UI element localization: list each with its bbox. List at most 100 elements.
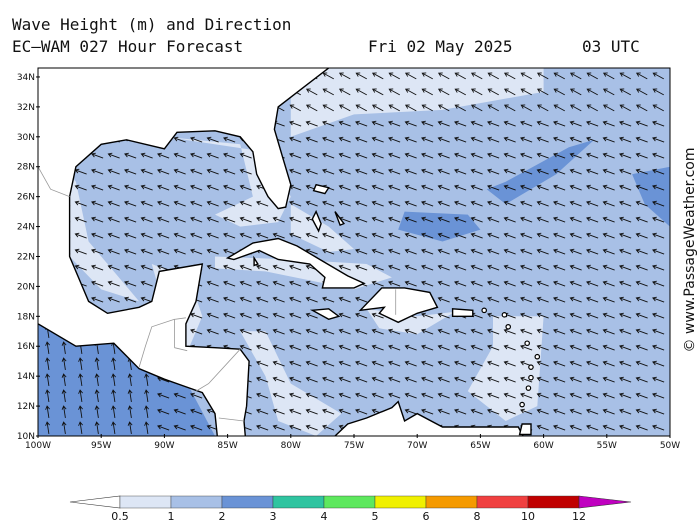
wave-arrow bbox=[619, 88, 631, 96]
wave-arrow bbox=[371, 216, 384, 223]
wave-arrow bbox=[503, 376, 516, 383]
wave-arrow bbox=[388, 344, 401, 351]
wave-arrow bbox=[454, 376, 467, 383]
wave-arrow bbox=[173, 424, 186, 431]
wave-arrow bbox=[437, 408, 450, 415]
wave-arrow bbox=[91, 184, 104, 191]
lat-label: 14N bbox=[17, 372, 35, 382]
wave-arrow bbox=[569, 232, 582, 239]
wave-arrow bbox=[404, 344, 417, 351]
wave-arrow bbox=[78, 421, 84, 435]
wave-arrow bbox=[454, 248, 467, 255]
wave-arrow bbox=[503, 360, 516, 367]
wave-arrow bbox=[355, 392, 368, 399]
wave-arrow bbox=[437, 344, 450, 351]
land bbox=[518, 423, 532, 436]
legend-swatch bbox=[323, 495, 376, 509]
wave-arrow bbox=[635, 344, 648, 351]
lon-label: 50W bbox=[660, 441, 680, 451]
wave-arrow bbox=[470, 72, 483, 80]
wave-arrow bbox=[520, 104, 532, 112]
wave-arrow bbox=[569, 168, 582, 175]
wave-arrow bbox=[602, 136, 615, 143]
wave-arrow bbox=[111, 389, 117, 403]
wave-arrow bbox=[239, 312, 252, 319]
wave-arrow bbox=[157, 168, 170, 175]
wave-arrow bbox=[487, 200, 500, 207]
wave-arrow bbox=[74, 200, 87, 207]
wave-arrow bbox=[256, 232, 269, 239]
wave-arrow bbox=[652, 296, 665, 303]
wave-arrow bbox=[619, 136, 632, 143]
wave-arrow bbox=[206, 280, 219, 287]
wave-arrow bbox=[536, 232, 549, 239]
wave-arrow bbox=[404, 232, 417, 239]
lon-label: 60W bbox=[533, 441, 553, 451]
wave-arrow bbox=[355, 328, 368, 335]
wave-arrow bbox=[536, 216, 549, 223]
wave-arrow bbox=[388, 168, 401, 175]
wave-arrow bbox=[586, 88, 598, 96]
wave-arrow bbox=[487, 280, 500, 287]
wave-arrow bbox=[652, 376, 665, 383]
wave-arrow bbox=[536, 280, 549, 287]
wave-arrow bbox=[127, 421, 133, 435]
wave-arrow bbox=[371, 200, 384, 207]
wave-arrow bbox=[355, 168, 368, 175]
wave-arrow bbox=[454, 264, 467, 271]
island bbox=[528, 374, 534, 381]
date: Fri 02 May 2025 bbox=[368, 37, 513, 56]
wave-arrow bbox=[388, 232, 401, 239]
wave-arrow bbox=[652, 312, 665, 319]
time: 03 UTC bbox=[582, 37, 640, 56]
wave-arrow bbox=[503, 200, 516, 207]
wave-arrow bbox=[635, 264, 648, 271]
wave-arrow bbox=[355, 408, 368, 415]
wave-arrow bbox=[305, 136, 318, 143]
wave-arrow bbox=[437, 168, 450, 175]
wave-arrow bbox=[421, 248, 434, 255]
wave-arrow bbox=[94, 357, 100, 371]
wave-arrow bbox=[586, 248, 599, 255]
wave-arrow bbox=[421, 104, 433, 112]
wave-arrow bbox=[239, 168, 252, 175]
wave-arrow bbox=[322, 344, 335, 351]
wave-arrow bbox=[553, 264, 566, 271]
wave-arrow bbox=[470, 248, 483, 255]
wave-arrow bbox=[652, 152, 665, 159]
wave-arrow bbox=[652, 216, 665, 223]
wave-arrow bbox=[223, 200, 236, 207]
wave-arrow bbox=[404, 280, 417, 287]
wave-arrow bbox=[553, 168, 566, 175]
wave-arrow bbox=[78, 357, 84, 371]
wave-arrow bbox=[404, 216, 417, 223]
wave-arrow bbox=[256, 264, 269, 271]
wave-arrow bbox=[61, 405, 67, 419]
wave-arrow bbox=[586, 424, 599, 431]
wave-arrow bbox=[586, 136, 599, 143]
wave-arrow bbox=[289, 376, 302, 383]
wave-arrow bbox=[619, 424, 632, 431]
wave-arrow bbox=[388, 104, 400, 112]
wave-arrow bbox=[569, 136, 582, 143]
wave-arrow bbox=[206, 312, 219, 319]
wave-arrow bbox=[272, 376, 285, 383]
wave-arrow bbox=[553, 136, 566, 143]
wave-arrow bbox=[256, 344, 269, 351]
wave-arrow bbox=[635, 104, 648, 112]
wave-arrow bbox=[388, 360, 401, 367]
border bbox=[174, 347, 188, 352]
wave-arrow bbox=[322, 136, 335, 143]
wave-arrow bbox=[322, 200, 335, 207]
wave-arrow bbox=[652, 200, 665, 207]
wave-arrow bbox=[206, 248, 219, 255]
wave-arrow bbox=[74, 232, 87, 239]
wave-arrow bbox=[61, 389, 67, 403]
wave-arrow bbox=[371, 376, 384, 383]
wave-arrow bbox=[404, 264, 417, 271]
wave-arrow bbox=[190, 200, 203, 207]
wave-arrow bbox=[553, 360, 566, 367]
wave-arrow bbox=[45, 357, 51, 371]
wave-arrow bbox=[602, 312, 615, 319]
land bbox=[451, 308, 474, 317]
